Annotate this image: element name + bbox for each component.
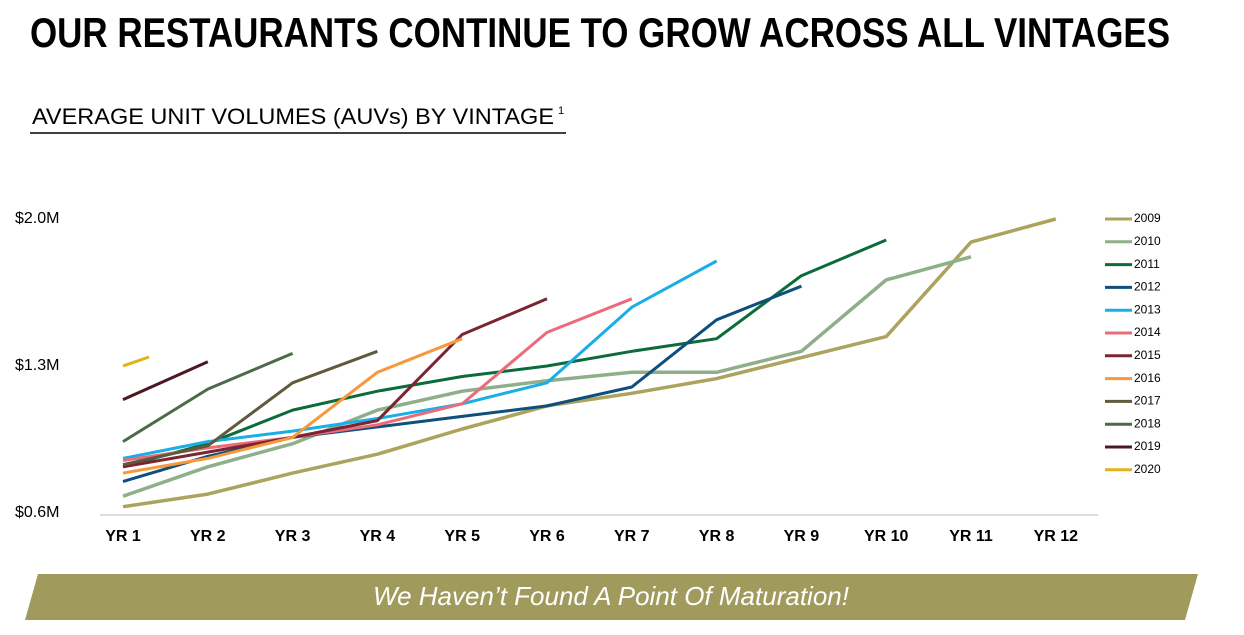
legend-label: 2012: [1134, 280, 1161, 294]
legend-label: 2019: [1134, 439, 1161, 453]
x-tick-label: YR 6: [529, 528, 565, 545]
x-tick-label: YR 10: [864, 528, 909, 545]
slide-title: OUR RESTAURANTS CONTINUE TO GROW ACROSS …: [30, 9, 1170, 56]
series-line: [122, 360, 209, 401]
legend-label: 2020: [1134, 462, 1161, 476]
footnote-mark: 1: [558, 105, 564, 117]
legend-label: 2015: [1134, 348, 1161, 362]
x-tick-label: YR 12: [1034, 528, 1079, 545]
series-line: [122, 255, 972, 498]
y-tick-label: $1.3M: [15, 357, 59, 374]
legend-label: 2011: [1134, 257, 1160, 271]
y-tick-label: $2.0M: [15, 210, 59, 227]
banner-text: We Haven’t Found A Point Of Maturation!: [373, 581, 849, 611]
x-tick-label: YR 11: [949, 528, 993, 545]
series-line: [122, 217, 1057, 509]
chart-subtitle: AVERAGE UNIT VOLUMES (AUVs) BY VINTAGE: [32, 104, 554, 129]
series-line: [122, 352, 294, 443]
banner: [25, 574, 1198, 620]
legend-label: 2013: [1134, 302, 1161, 316]
series-line: [122, 337, 463, 475]
x-tick-label: YR 8: [699, 528, 735, 545]
series-line: [122, 284, 802, 483]
x-tick-label: YR 9: [784, 528, 820, 545]
x-tick-label: YR 2: [190, 528, 226, 545]
legend-label: 2017: [1134, 394, 1161, 408]
series-line: [122, 355, 150, 368]
x-tick-label: YR 7: [614, 528, 650, 545]
x-tick-label: YR 4: [360, 528, 396, 545]
y-tick-label: $0.6M: [15, 504, 59, 521]
legend-label: 2016: [1134, 371, 1161, 385]
series-line: [122, 259, 718, 460]
series-line: [122, 297, 633, 462]
legend-label: 2018: [1134, 416, 1161, 430]
series-line: [122, 238, 887, 469]
x-tick-label: YR 5: [444, 528, 480, 545]
legend-label: 2014: [1134, 325, 1161, 339]
series-line: [122, 349, 378, 467]
x-tick-label: YR 1: [105, 528, 141, 545]
series-line: [122, 297, 548, 469]
x-tick-label: YR 3: [275, 528, 311, 545]
legend-label: 2010: [1134, 234, 1161, 248]
legend-label: 2009: [1134, 211, 1161, 225]
